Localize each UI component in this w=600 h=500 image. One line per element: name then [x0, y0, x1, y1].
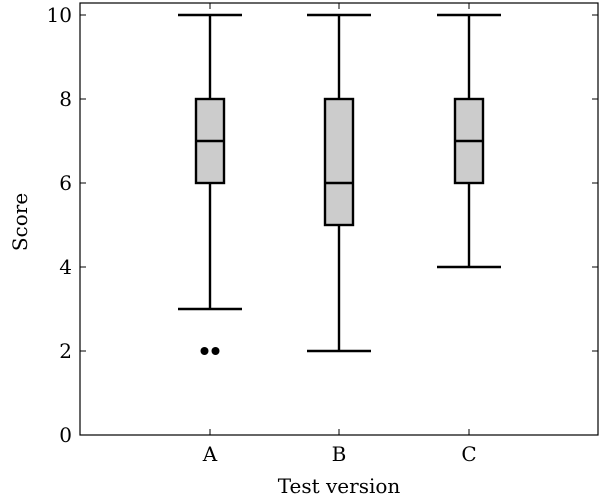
x-axis-label: Test version — [278, 474, 401, 498]
x-tick-label: C — [461, 442, 476, 466]
outlier-point — [200, 347, 209, 355]
box-c — [437, 13, 501, 269]
box-b — [307, 13, 371, 353]
y-tick-label: 6 — [59, 171, 72, 195]
y-tick-label: 2 — [59, 339, 72, 363]
iqr-box — [323, 97, 355, 227]
outlier-point — [211, 347, 220, 355]
box-series — [178, 13, 501, 355]
y-axis-label: Score — [8, 193, 32, 251]
y-tick-label: 4 — [59, 255, 72, 279]
x-tick-label: B — [332, 442, 347, 466]
y-tick-label: 10 — [47, 3, 72, 27]
y-tick-label: 0 — [59, 423, 72, 447]
box-a — [178, 13, 242, 355]
x-tick-label: A — [202, 442, 218, 466]
x-axis: A B C — [202, 3, 477, 466]
y-tick-label: 8 — [59, 87, 72, 111]
y-axis: 0 2 4 6 8 10 — [47, 3, 598, 447]
